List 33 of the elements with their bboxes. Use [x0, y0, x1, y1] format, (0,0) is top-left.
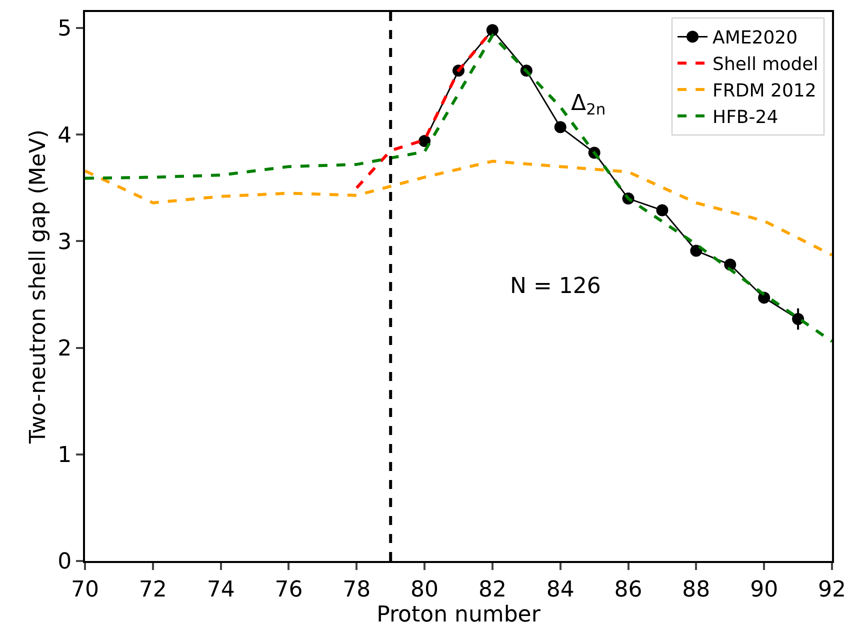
y-tick-label: 5: [58, 16, 72, 42]
point: [758, 292, 770, 304]
legend-label: Shell model: [712, 54, 818, 76]
y-tick-label: 2: [58, 336, 72, 362]
x-tick-label: 90: [750, 577, 778, 602]
point: [486, 24, 498, 36]
legend-label: FRDM 2012: [712, 80, 816, 102]
x-tick-label: 72: [138, 577, 167, 602]
point: [656, 204, 668, 216]
y-tick-label: 3: [58, 230, 72, 255]
point: [690, 244, 702, 257]
y-tick-label: 4: [58, 123, 72, 148]
annotation: N = 126: [510, 274, 601, 299]
legend-label: HFB-24: [712, 106, 778, 128]
annotation: Δ$_{2n}$: [571, 91, 606, 119]
x-tick-label: 80: [410, 577, 439, 602]
line-series: [85, 160, 832, 257]
y-tick-label: 0: [58, 550, 72, 575]
x-tick-label: 74: [206, 577, 235, 602]
y-tick-label: 1: [58, 443, 72, 468]
x-tick-label: 78: [342, 577, 371, 602]
x-axis-title: Proton number: [376, 602, 542, 628]
x-tick-label: 88: [682, 577, 710, 602]
y-axis-title: Two-neutron shell gap (MeV): [26, 130, 51, 444]
point: [792, 313, 804, 326]
x-tick-label: 92: [818, 577, 846, 602]
x-tick-label: 76: [274, 577, 303, 602]
point: [554, 121, 566, 134]
x-tick-label: 70: [71, 577, 99, 602]
x-tick-label: 84: [546, 577, 574, 602]
x-tick-label: 82: [478, 577, 506, 602]
x-tick-label: 86: [614, 577, 642, 602]
legend-label: AME2020: [712, 28, 798, 49]
